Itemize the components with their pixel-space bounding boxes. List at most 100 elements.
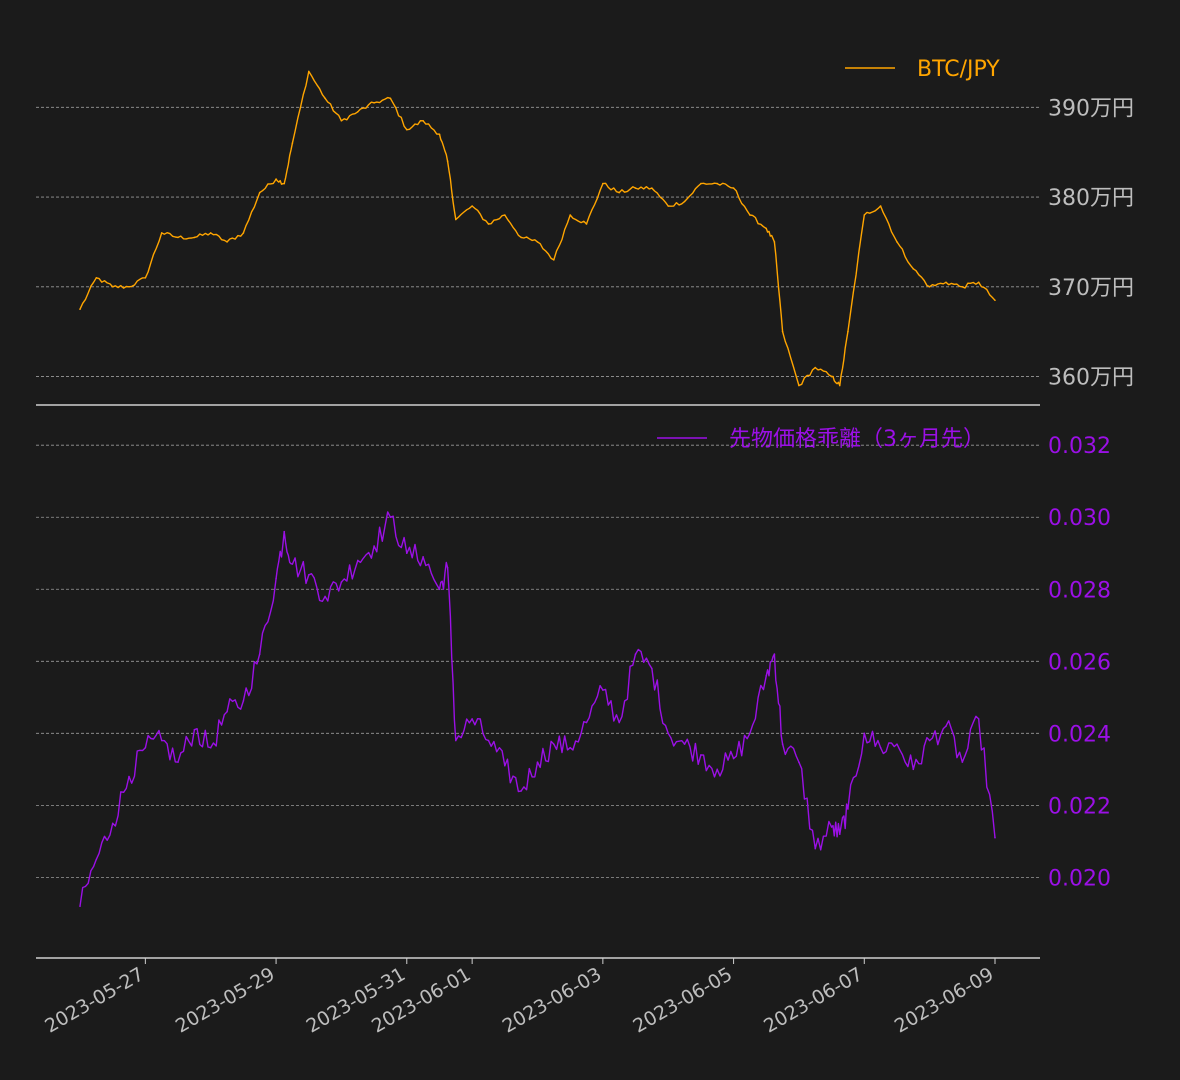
data-point (160, 232, 163, 234)
data-point (160, 739, 163, 742)
data-point (405, 552, 408, 555)
y-tick-label: 0.022 (1048, 794, 1111, 819)
data-point (602, 689, 604, 691)
data-point (700, 754, 702, 756)
data-point (111, 285, 114, 288)
data-point (912, 268, 915, 270)
data-point (618, 191, 620, 194)
data-point (144, 746, 147, 749)
data-point (651, 187, 653, 189)
data-point (896, 743, 898, 745)
data-point (683, 743, 686, 745)
data-point (193, 236, 196, 239)
data-point (446, 566, 449, 569)
data-point (553, 743, 555, 745)
data-point (683, 200, 686, 203)
data-point (95, 858, 98, 861)
data-point (275, 577, 277, 580)
data-point (667, 732, 670, 735)
data-point (798, 761, 800, 763)
data-point (242, 232, 245, 234)
price-panel: 360万円 370万円 380万円 390万円 BTC/JPY (36, 57, 1134, 406)
data-point (781, 743, 784, 745)
data-point (340, 581, 343, 583)
data-point (275, 178, 277, 180)
data-point (879, 205, 882, 207)
data-point (111, 822, 114, 825)
data-point (716, 182, 719, 185)
data-point (838, 833, 841, 835)
data-point (961, 761, 964, 763)
data-point (798, 384, 800, 387)
data-point (749, 732, 751, 735)
data-point (553, 259, 555, 261)
data-point (634, 187, 637, 189)
basis-panel: 0.020 0.022 0.024 0.026 0.028 0.030 0.032 先物価格乖… (36, 427, 1111, 959)
data-point (863, 214, 866, 216)
data-point (520, 790, 522, 792)
data-point (585, 721, 588, 724)
data-point (504, 764, 506, 767)
data-point (569, 214, 571, 216)
y-tick-label: 370万円 (1048, 276, 1134, 301)
data-point (520, 236, 522, 239)
data-point (283, 530, 286, 533)
y-tick-label: 360万円 (1048, 366, 1134, 391)
data-point (773, 653, 776, 655)
data-point (95, 277, 98, 279)
data-point (356, 110, 359, 113)
data-point (405, 128, 408, 131)
data-point (847, 808, 849, 810)
data-point (536, 761, 539, 763)
data-point (863, 732, 866, 735)
data-point (422, 556, 424, 558)
data-point (487, 223, 490, 225)
data-point (928, 285, 931, 288)
data-point (961, 285, 964, 288)
data-point (732, 757, 735, 760)
data-point (945, 281, 947, 284)
data-point (977, 281, 980, 284)
data-point (177, 761, 179, 763)
data-point (258, 191, 261, 194)
data-point (749, 214, 751, 216)
data-point (471, 718, 473, 720)
data-point (830, 375, 833, 378)
data-point (258, 653, 261, 655)
data-point (487, 739, 490, 742)
data-point (838, 384, 841, 387)
data-point (226, 710, 228, 713)
data-point (438, 588, 441, 591)
data-point (896, 241, 898, 243)
y-tick-label: 0.020 (1048, 866, 1111, 891)
y-tick-label: 0.030 (1048, 506, 1111, 531)
data-point (716, 768, 719, 771)
data-point (994, 299, 996, 302)
data-point (773, 241, 776, 243)
data-point (945, 725, 947, 727)
data-point (291, 563, 294, 565)
data-point (536, 241, 539, 243)
data-point (651, 667, 653, 670)
data-point (389, 516, 392, 519)
data-point (569, 746, 571, 749)
data-point (177, 236, 179, 239)
data-point (226, 241, 228, 243)
data-point (209, 232, 212, 234)
data-point (847, 330, 849, 333)
legend-label: 先物価格乖離（3ヶ月先） (729, 427, 985, 452)
data-point (79, 308, 81, 311)
data-point (209, 746, 212, 749)
data-point (700, 182, 702, 185)
data-point (128, 775, 130, 778)
data-point (340, 119, 343, 122)
data-point (144, 277, 147, 279)
data-point (928, 739, 931, 742)
data-point (504, 214, 506, 216)
y-tick-label: 390万円 (1048, 96, 1134, 121)
data-point (422, 119, 424, 122)
data-point (373, 102, 375, 104)
y-tick-label: 380万円 (1048, 186, 1134, 211)
